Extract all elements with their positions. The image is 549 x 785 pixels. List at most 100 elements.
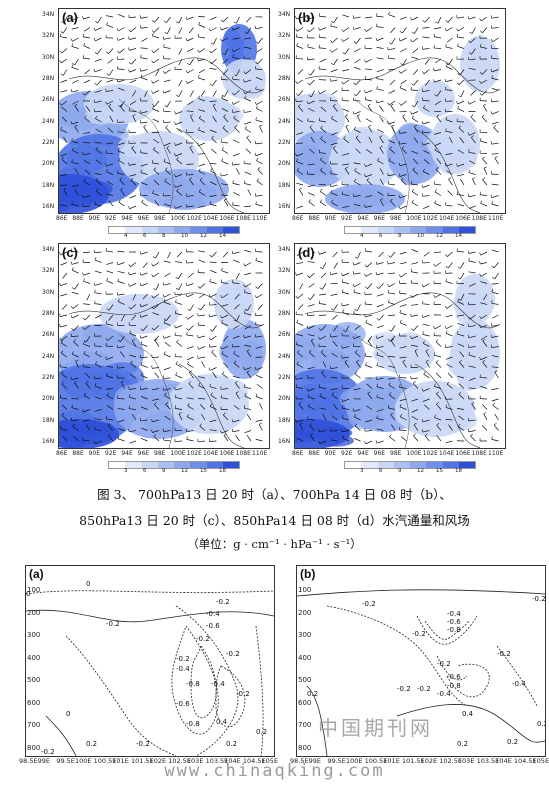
wind-barb [221, 397, 229, 400]
x-tick-label: 106E [455, 450, 471, 457]
wind-barb [423, 107, 430, 112]
wind-barb [445, 89, 453, 91]
wind-barb [354, 373, 361, 379]
wind-barb [163, 161, 171, 165]
wind-barb [244, 128, 252, 133]
colorbar-label: 12 [200, 233, 207, 239]
wind-barb-flag [434, 147, 437, 151]
wind-barb [377, 160, 384, 165]
wind-barb-flag [389, 146, 392, 150]
wind-barb [187, 69, 194, 74]
wind-barb [221, 141, 229, 144]
wind-barb [342, 58, 350, 62]
wind-barb-flag [185, 16, 188, 20]
wind-barb [129, 354, 137, 358]
wind-barb [72, 426, 79, 431]
wind-barb [189, 147, 194, 154]
wind-barb-flag [479, 30, 483, 33]
wind-barb [142, 325, 148, 331]
wind-barb [307, 163, 315, 166]
wind-barb-flag [244, 95, 246, 99]
wind-barb [448, 424, 453, 431]
wind-barb [376, 354, 384, 358]
wind-barb [491, 355, 499, 358]
wind-barb-flag [221, 95, 224, 99]
wind-barb-flag [75, 359, 79, 362]
wind-barb [117, 293, 125, 296]
wind-barb [414, 126, 419, 133]
wind-barb [244, 344, 252, 347]
wind-barb-flag [399, 309, 402, 313]
wind-barb [175, 184, 183, 188]
wind-barb [106, 90, 114, 92]
wind-barb [468, 354, 476, 358]
wind-barb [400, 79, 407, 85]
wind-barb [210, 335, 217, 341]
colorbar-swatch [141, 227, 158, 233]
wind-barb [388, 14, 396, 18]
wind-barb [247, 27, 252, 34]
wind-barb-flag [479, 43, 482, 47]
wind-barb-flag [480, 200, 483, 204]
wind-barb [175, 301, 183, 305]
wind-barb [153, 436, 160, 442]
wind-barb [472, 178, 476, 186]
wind-barb-flag [410, 39, 413, 43]
wind-barb [482, 361, 488, 368]
wind-barb [319, 36, 327, 39]
colorbar-swatch [125, 462, 142, 468]
wind-barb [95, 314, 102, 319]
wind-barb-flag [470, 114, 474, 118]
wind-barb [255, 419, 263, 422]
map-d: (d) [294, 243, 506, 449]
wind-barb-flag [139, 282, 142, 286]
wind-barb [309, 126, 315, 133]
wind-barb-flag [434, 200, 437, 204]
colorbar-label: 9 [162, 468, 166, 474]
wind-barb [491, 388, 499, 390]
wind-barb [60, 283, 68, 287]
wind-barb [61, 58, 68, 64]
wind-barb [198, 205, 206, 208]
wind-barb [255, 260, 263, 263]
wind-barb [96, 190, 102, 196]
wind-barb [330, 335, 338, 338]
wind-barb-flag [152, 104, 155, 107]
wind-barb [155, 251, 160, 259]
wind-barb [481, 425, 488, 431]
wind-barb-flag [471, 135, 474, 138]
wind-barb [233, 117, 240, 123]
wind-barb [390, 27, 396, 34]
wind-barb [296, 161, 304, 165]
wind-barb [74, 189, 79, 196]
wind-barb [232, 346, 240, 348]
wind-barb [244, 395, 252, 400]
wind-barb [232, 204, 240, 207]
wind-barb [142, 262, 148, 269]
wind-barb [257, 304, 263, 311]
wind-barb [188, 325, 194, 331]
wind-barb [457, 301, 465, 305]
wind-barb [120, 382, 125, 389]
wind-barb [198, 314, 206, 317]
contour-label: 0 [86, 580, 90, 588]
wind-barb [423, 283, 430, 288]
wind-barb [153, 335, 160, 341]
wind-barb-flag [255, 41, 259, 44]
wind-barb-flag [445, 254, 448, 257]
wind-barb [388, 48, 396, 51]
wind-barb-flag [71, 64, 74, 68]
wind-barb [376, 26, 384, 28]
wind-barb [153, 325, 160, 331]
wind-barb-flag [458, 125, 462, 129]
colorbar-swatch [426, 462, 443, 468]
wind-barb [422, 398, 430, 402]
wind-barb-flag [331, 308, 334, 311]
wind-barb [399, 205, 407, 210]
wind-barb [107, 127, 114, 133]
wind-barb [140, 438, 148, 442]
wind-barb [435, 372, 442, 379]
wind-barb [468, 132, 476, 136]
wind-barb [163, 46, 171, 49]
wind-barb [198, 36, 206, 39]
